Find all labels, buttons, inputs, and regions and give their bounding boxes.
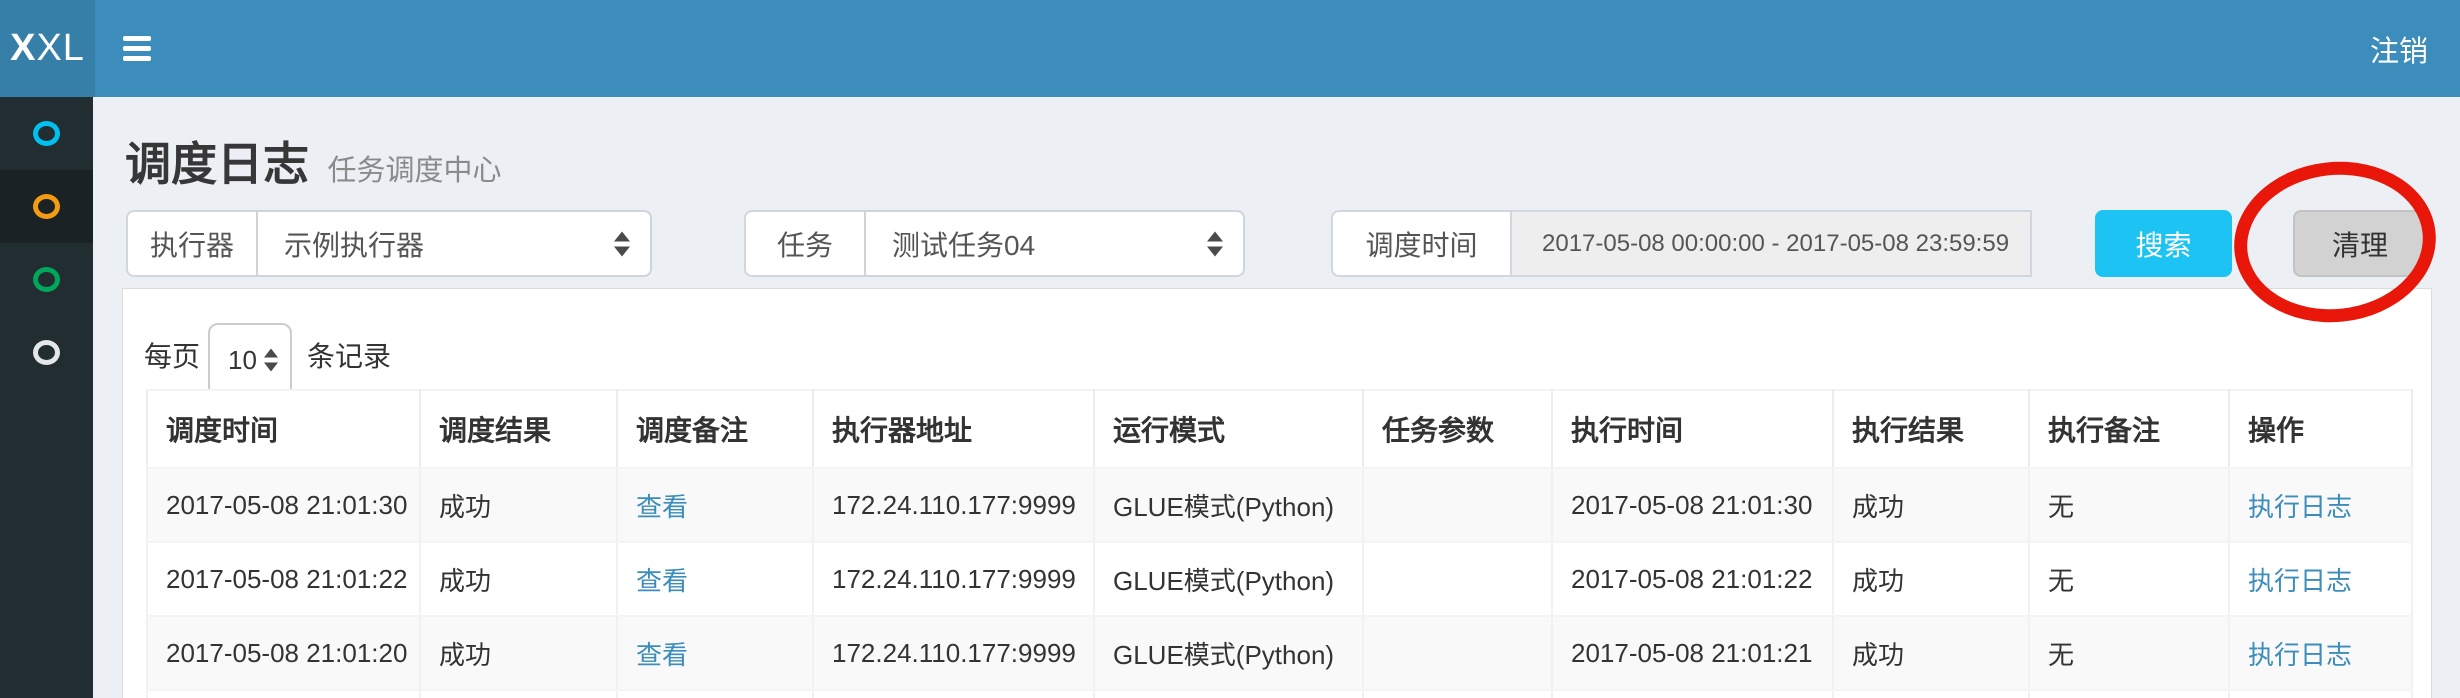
col-handle-result: 执行结果 — [1832, 389, 2030, 469]
col-trigger-msg: 调度备注 — [616, 389, 814, 469]
logo-rest-text: XL — [36, 27, 85, 69]
search-button[interactable]: 搜索 — [2095, 210, 2232, 277]
cell-handle-time: 2017-05-08 21:01:22 — [1551, 541, 1834, 617]
execution-log-link[interactable]: 执行日志 — [2248, 639, 2353, 670]
col-job-param: 任务参数 — [1362, 389, 1553, 469]
cell-run-mode: GLUE模式(Python) — [1093, 467, 1364, 543]
page-header: 调度日志 任务调度中心 — [125, 128, 501, 194]
sidebar-nav — [0, 97, 93, 698]
cell-executor-address: 172.24.110.177:9999 — [812, 467, 1095, 543]
clean-button[interactable]: 清理 — [2293, 210, 2427, 277]
cell-executor-address: 172.24.110.177:9999 — [812, 615, 1095, 691]
circle-outline-icon — [33, 194, 60, 219]
view-trigger-msg-link[interactable]: 查看 — [636, 565, 689, 596]
cell-trigger-time: 2017-05-08 21:01:22 — [146, 541, 421, 617]
job-filter-label: 任务 — [744, 210, 864, 277]
page-size-prefix-label: 每页 — [144, 341, 201, 372]
page-size-value: 10 — [228, 344, 257, 375]
table-header-row: 调度时间 调度结果 调度备注 执行器地址 运行模式 任务参数 执行时间 执行结果… — [146, 389, 2413, 469]
col-handle-time: 执行时间 — [1551, 389, 1834, 469]
executor-select[interactable]: 示例执行器 — [256, 210, 652, 277]
logo-bold-text: X — [10, 27, 37, 69]
log-panel: 每页 10 条记录 调度时间 调度结果 调度备注 执行器地址 运行模式 任务参数 — [122, 288, 2432, 698]
app-logo[interactable]: X XL — [0, 0, 95, 97]
executor-filter-label: 执行器 — [126, 210, 256, 277]
col-handle-msg: 执行备注 — [2028, 389, 2230, 469]
col-trigger-result: 调度结果 — [419, 389, 618, 469]
cell-action: 执行日志 — [2228, 541, 2413, 617]
top-navbar: X XL 注销 — [0, 0, 2460, 97]
cell-job-param — [1362, 541, 1553, 617]
cell-trigger-msg: 查看 — [616, 615, 814, 691]
cell-handle-msg: 无 — [2028, 541, 2230, 617]
circle-outline-icon — [33, 267, 60, 292]
cell-trigger-msg: 查看 — [616, 541, 814, 617]
table-row: 2017-05-08 21:01:20 成功 查看 172.24.110.177… — [146, 615, 2413, 691]
logout-button[interactable]: 注销 — [2369, 35, 2428, 68]
circle-outline-icon — [33, 340, 60, 365]
cell-trigger-result: 成功 — [419, 541, 618, 617]
cell-job-param — [1362, 467, 1553, 543]
execution-log-link[interactable]: 执行日志 — [2248, 491, 2353, 522]
cell-action: 执行日志 — [2228, 615, 2413, 691]
job-select-value: 测试任务04 — [892, 229, 1036, 261]
col-executor-address: 执行器地址 — [812, 389, 1095, 469]
select-arrows-icon — [264, 348, 278, 372]
cell-job-param — [1362, 615, 1553, 691]
trigger-time-filter-label: 调度时间 — [1331, 210, 1510, 277]
cell-trigger-time: 2017-05-08 21:01:20 — [146, 615, 421, 691]
cell-action: 执行日志 — [2228, 467, 2413, 543]
col-action: 操作 — [2228, 389, 2413, 469]
select-arrows-icon — [614, 231, 630, 256]
sidebar-item-dashboard[interactable] — [0, 97, 93, 170]
cell-trigger-result: 成功 — [419, 467, 618, 543]
cell-trigger-result: 成功 — [419, 615, 618, 691]
hamburger-menu-icon[interactable] — [123, 36, 153, 62]
view-trigger-msg-link[interactable]: 查看 — [636, 491, 689, 522]
cell-executor-address: 172.24.110.177:9999 — [812, 541, 1095, 617]
select-arrows-icon — [1207, 231, 1223, 256]
circle-outline-icon — [33, 121, 60, 146]
cell-trigger-msg: 查看 — [616, 467, 814, 543]
cell-handle-result: 成功 — [1832, 615, 2030, 691]
page-subtitle: 任务调度中心 — [327, 155, 502, 187]
cell-handle-result: 成功 — [1832, 467, 2030, 543]
cell-handle-msg: 无 — [2028, 615, 2230, 691]
sidebar-item-active[interactable] — [0, 170, 93, 243]
table-row: 2017-05-08 21:01:30 成功 查看 172.24.110.177… — [146, 467, 2413, 543]
cell-trigger-time: 2017-05-08 21:01:30 — [146, 467, 421, 543]
sidebar-item-3[interactable] — [0, 243, 93, 316]
execution-log-link[interactable]: 执行日志 — [2248, 565, 2353, 596]
job-select[interactable]: 测试任务04 — [864, 210, 1245, 277]
page-size-suffix-label: 条记录 — [307, 341, 392, 372]
table-row-clipped — [146, 689, 2413, 698]
cell-handle-time: 2017-05-08 21:01:21 — [1551, 615, 1834, 691]
table-row: 2017-05-08 21:01:22 成功 查看 172.24.110.177… — [146, 541, 2413, 617]
cell-handle-time: 2017-05-08 21:01:30 — [1551, 467, 1834, 543]
page-size-select[interactable]: 10 — [208, 323, 292, 397]
cell-handle-msg: 无 — [2028, 467, 2230, 543]
cell-handle-result: 成功 — [1832, 541, 2030, 617]
sidebar-item-4[interactable] — [0, 316, 93, 389]
cell-run-mode: GLUE模式(Python) — [1093, 541, 1364, 617]
page-size-row: 每页 10 条记录 — [123, 289, 2431, 397]
trigger-time-range-input[interactable]: 2017-05-08 00:00:00 - 2017-05-08 23:59:5… — [1510, 210, 2032, 277]
executor-select-value: 示例执行器 — [284, 229, 425, 261]
view-trigger-msg-link[interactable]: 查看 — [636, 639, 689, 670]
cell-run-mode: GLUE模式(Python) — [1093, 615, 1364, 691]
page-title: 调度日志 — [125, 138, 309, 190]
dispatch-log-table: 调度时间 调度结果 调度备注 执行器地址 运行模式 任务参数 执行时间 执行结果… — [146, 389, 2413, 698]
col-trigger-time: 调度时间 — [146, 389, 421, 469]
col-run-mode: 运行模式 — [1093, 389, 1364, 469]
